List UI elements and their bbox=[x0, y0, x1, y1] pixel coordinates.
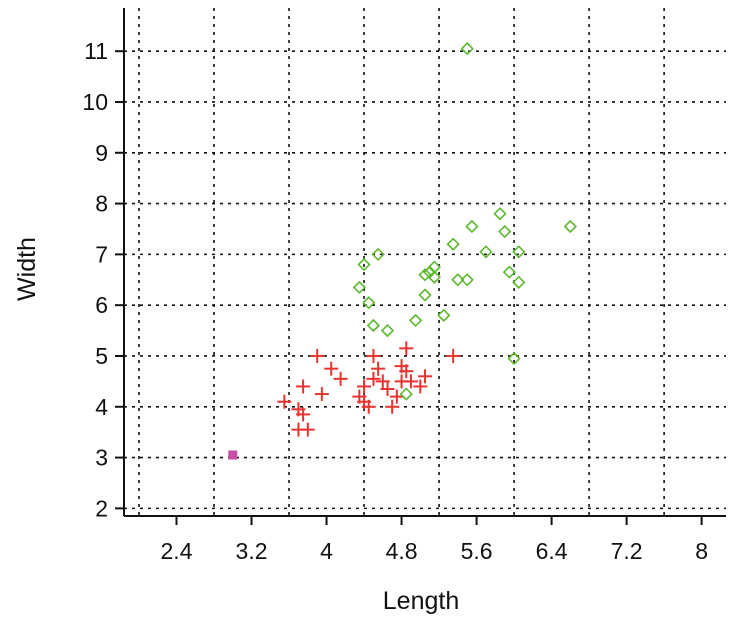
point-diamond bbox=[427, 270, 442, 284]
y-tick-label: 7 bbox=[95, 241, 108, 267]
point-diamond bbox=[460, 42, 474, 56]
point-plus bbox=[324, 361, 339, 376]
point-plus bbox=[314, 387, 329, 402]
y-tick-label: 3 bbox=[95, 445, 108, 471]
point-diamond bbox=[493, 207, 507, 221]
x-tick-label: 6.4 bbox=[536, 538, 568, 564]
x-tick-label: 3.2 bbox=[236, 538, 268, 564]
point-diamond bbox=[479, 245, 493, 259]
point-plus bbox=[300, 422, 315, 437]
point-plus bbox=[361, 399, 376, 414]
point-diamond bbox=[418, 268, 432, 282]
y-tick-label: 9 bbox=[95, 140, 108, 166]
y-tick-label: 5 bbox=[95, 343, 108, 369]
point-plus bbox=[371, 361, 386, 376]
x-tick-label: 2.4 bbox=[161, 538, 193, 564]
point-diamond bbox=[563, 219, 577, 234]
point-diamond bbox=[352, 280, 366, 295]
point-plus bbox=[296, 379, 311, 394]
x-tick-label: 5.6 bbox=[461, 538, 493, 564]
point-plus bbox=[418, 369, 432, 384]
point-diamond bbox=[399, 387, 413, 401]
point-diamond bbox=[498, 224, 512, 239]
x-tick-label: 4.8 bbox=[386, 538, 418, 564]
point-diamond bbox=[512, 275, 526, 289]
point-diamond bbox=[357, 257, 371, 272]
x-tick-label: 7.2 bbox=[611, 538, 643, 564]
point-diamond bbox=[460, 273, 474, 287]
point-plus bbox=[366, 348, 381, 363]
point-plus bbox=[446, 348, 461, 363]
x-axis-title: Length bbox=[383, 587, 459, 615]
y-tick-label: 6 bbox=[95, 292, 108, 318]
point-plus bbox=[389, 389, 404, 404]
point-plus bbox=[399, 341, 414, 356]
point-diamond bbox=[366, 318, 381, 333]
data-points bbox=[228, 42, 577, 460]
point-diamond bbox=[437, 308, 451, 322]
point-diamond bbox=[507, 351, 521, 366]
x-tick-label: 4 bbox=[320, 538, 333, 564]
y-tick-label: 8 bbox=[95, 191, 108, 217]
point-diamond bbox=[451, 273, 465, 287]
point-square bbox=[228, 450, 238, 460]
point-plus bbox=[385, 399, 400, 414]
y-tick-label: 4 bbox=[95, 394, 108, 420]
point-diamond bbox=[512, 245, 526, 259]
point-plus bbox=[403, 374, 418, 389]
point-diamond bbox=[418, 288, 432, 302]
x-tick-labels: 2.4 3.2 4 4.8 5.6 6.4 7.2 8 bbox=[161, 538, 708, 564]
y-axis-title: Width bbox=[13, 237, 41, 301]
point-plus bbox=[375, 374, 390, 389]
point-diamond bbox=[408, 313, 423, 328]
point-diamond bbox=[362, 296, 376, 310]
y-tick-label: 11 bbox=[84, 38, 108, 64]
point-diamond bbox=[446, 237, 460, 251]
point-diamond bbox=[465, 219, 479, 234]
point-plus bbox=[333, 371, 348, 386]
point-diamond bbox=[427, 260, 442, 274]
point-plus bbox=[357, 379, 372, 394]
axes bbox=[115, 8, 726, 525]
grid-lines bbox=[124, 8, 726, 516]
point-plus bbox=[291, 402, 306, 417]
y-tick-label: 10 bbox=[82, 89, 108, 115]
point-plus bbox=[310, 348, 325, 363]
point-diamond bbox=[371, 247, 385, 262]
point-plus bbox=[399, 364, 414, 379]
point-plus bbox=[380, 382, 395, 396]
y-tick-labels: 2 3 4 5 6 7 8 9 10 11 bbox=[82, 38, 108, 521]
point-plus bbox=[366, 371, 381, 386]
point-plus bbox=[413, 379, 428, 394]
x-tick-label: 8 bbox=[695, 538, 708, 564]
point-plus bbox=[277, 394, 292, 409]
point-diamond bbox=[380, 323, 395, 338]
point-diamond bbox=[502, 265, 517, 279]
y-tick-label: 2 bbox=[95, 495, 108, 521]
